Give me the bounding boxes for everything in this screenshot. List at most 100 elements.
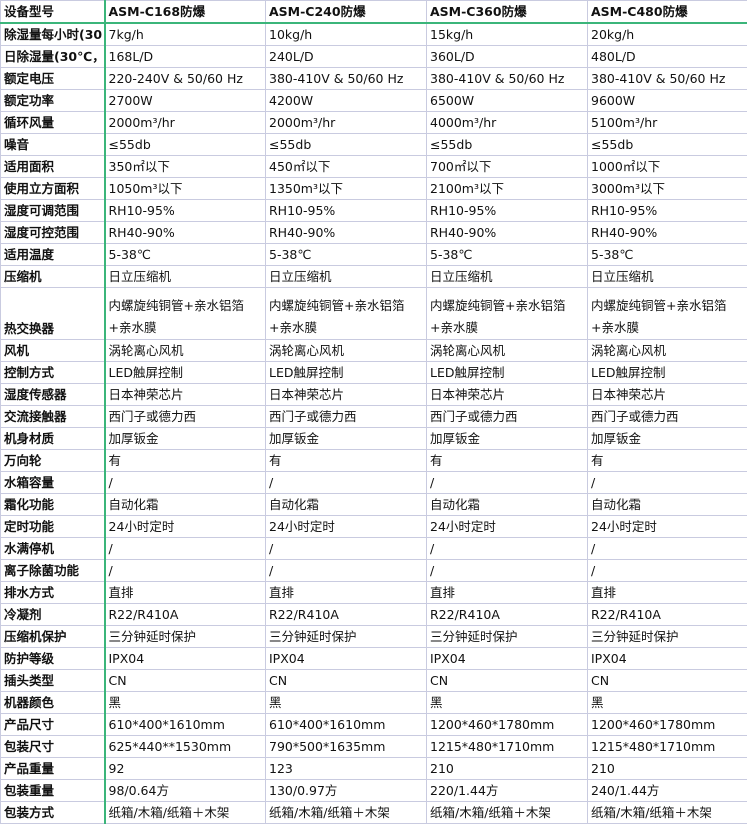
row-label: 日除湿量(30℃， [0,45,106,68]
spec-value: RH40-90% [265,221,427,244]
spec-value: 9600W [587,89,747,112]
row-label: 热交换器 [0,287,106,340]
spec-value: 日立压缩机 [265,265,427,288]
spec-value: 黑 [587,691,747,714]
spec-value: 日立压缩机 [426,265,588,288]
spec-value: 纸箱/木箱/纸箱＋木架 [265,801,427,824]
spec-value: 5-38℃ [587,243,747,266]
spec-value: 210 [587,757,747,780]
spec-value: 涡轮离心风机 [104,339,266,362]
row-label: 包装尺寸 [0,735,106,758]
table-row: 包装尺寸 625*440**1530mm 790*500*1635mm 1215*48… [0,735,747,758]
spec-value: 黑 [265,691,427,714]
spec-value: / [587,537,747,560]
model-header: ASM-C360防爆 [426,0,588,24]
spec-value: 5100m³/hr [587,111,747,134]
spec-value: 5-38℃ [426,243,588,266]
row-label: 产品重量 [0,757,106,780]
spec-value: 240L/D [265,45,427,68]
spec-value: 2000m³/hr [265,111,427,134]
spec-value: 220-240V & 50/60 Hz [104,67,266,90]
spec-value: 1215*480*1710mm [426,735,588,758]
row-label: 万向轮 [0,449,106,472]
spec-value: 98/0.64方 [104,779,266,802]
table-row: 湿度可控范围 RH40-90% RH40-90% RH40-90% RH40-90% [0,221,747,244]
spec-value: CN [104,669,266,692]
spec-value: ≤55db [104,133,266,156]
table-row: 压缩机 日立压缩机 日立压缩机 日立压缩机 日立压缩机 [0,265,747,288]
spec-value: 240/1.44方 [587,779,747,802]
spec-value: IPX04 [587,647,747,670]
spec-value: CN [426,669,588,692]
row-label: 插头类型 [0,669,106,692]
row-label: 水满停机 [0,537,106,560]
spec-value: CN [265,669,427,692]
spec-value: / [104,559,266,582]
row-label: 机身材质 [0,427,106,450]
row-label: 额定电压 [0,67,106,90]
table-row: 适用面积 350㎡以下 450㎡以下 700㎡以下 1000㎡以下 [0,155,747,178]
spec-value: 黑 [426,691,588,714]
spec-value: 24小时定时 [426,515,588,538]
spec-value: IPX04 [104,647,266,670]
spec-value: 内螺旋纯铜管+亲水铝箔+亲水膜 [104,287,266,340]
table-row: 万向轮有有有有 [0,449,747,472]
spec-value: 220/1.44方 [426,779,588,802]
spec-value: 15kg/h [426,22,588,46]
spec-value: 790*500*1635mm [265,735,427,758]
table-row: 离子除菌功能 / / / / [0,559,747,582]
spec-value: 1200*460*1780mm [426,713,588,736]
spec-value: 三分钟延时保护 [265,625,427,648]
table-row: 水满停机 / / / / [0,537,747,560]
spec-value: 直排 [426,581,588,604]
spec-value: / [426,559,588,582]
spec-value: 130/0.97方 [265,779,427,802]
spec-value: / [265,537,427,560]
spec-value: 日本神荣芯片 [104,383,266,406]
table-row: 机身材质 加厚钣金 加厚钣金 加厚钣金 加厚钣金 [0,427,747,450]
spec-value: 10kg/h [265,22,427,46]
row-label: 循环风量 [0,111,106,134]
spec-value: 7kg/h [104,22,266,46]
spec-value: 涡轮离心风机 [587,339,747,362]
spec-value: 6500W [426,89,588,112]
spec-value: R22/R410A [265,603,427,626]
spec-value: RH40-90% [587,221,747,244]
table-row: 定时功能 24小时定时 24小时定时 24小时定时 24小时定时 [0,515,747,538]
spec-value: 纸箱/木箱/纸箱＋木架 [426,801,588,824]
table-row: 排水方式 直排 直排 直排 直排 [0,581,747,604]
spec-value: 涡轮离心风机 [265,339,427,362]
spec-value: RH10-95% [426,199,588,222]
spec-value: / [426,537,588,560]
spec-value: 1350m³以下 [265,177,427,200]
row-label: 湿度可控范围 [0,221,106,244]
spec-value: / [265,559,427,582]
spec-value: ≤55db [587,133,747,156]
table-row: 包装重量 98/0.64方 130/0.97方 220/1.44方 240/1.44方 [0,779,747,802]
spec-value: RH10-95% [265,199,427,222]
table-row: 水箱容量 / / / / [0,471,747,494]
spec-value: 5-38℃ [265,243,427,266]
row-label: 水箱容量 [0,471,106,494]
table-row: 日除湿量(30℃， 168L/D 240L/D 360L/D 480L/D [0,45,747,68]
spec-value: 直排 [104,581,266,604]
spec-value: 黑 [104,691,266,714]
table-row: 额定电压 220-240V & 50/60 Hz 380-410V & 50/60 … [0,67,747,90]
spec-value: 自动化霜 [104,493,266,516]
spec-value: 西门子或德力西 [587,405,747,428]
table-row: 压缩机保护 三分钟延时保护 三分钟延时保护 三分钟延时保护 三分钟延时保护 [0,625,747,648]
spec-value: 有 [426,449,588,472]
spec-value: 纸箱/木箱/纸箱＋木架 [587,801,747,824]
row-label: 压缩机保护 [0,625,106,648]
model-header: ASM-C168防爆 [104,0,266,24]
spec-value: 24小时定时 [265,515,427,538]
spec-value: 三分钟延时保护 [426,625,588,648]
spec-value: R22/R410A [587,603,747,626]
spec-value: IPX04 [426,647,588,670]
spec-value: 西门子或德力西 [104,405,266,428]
row-label: 机器颜色 [0,691,106,714]
model-header: ASM-C240防爆 [265,0,427,24]
spec-value: 自动化霜 [426,493,588,516]
spec-value: 三分钟延时保护 [104,625,266,648]
